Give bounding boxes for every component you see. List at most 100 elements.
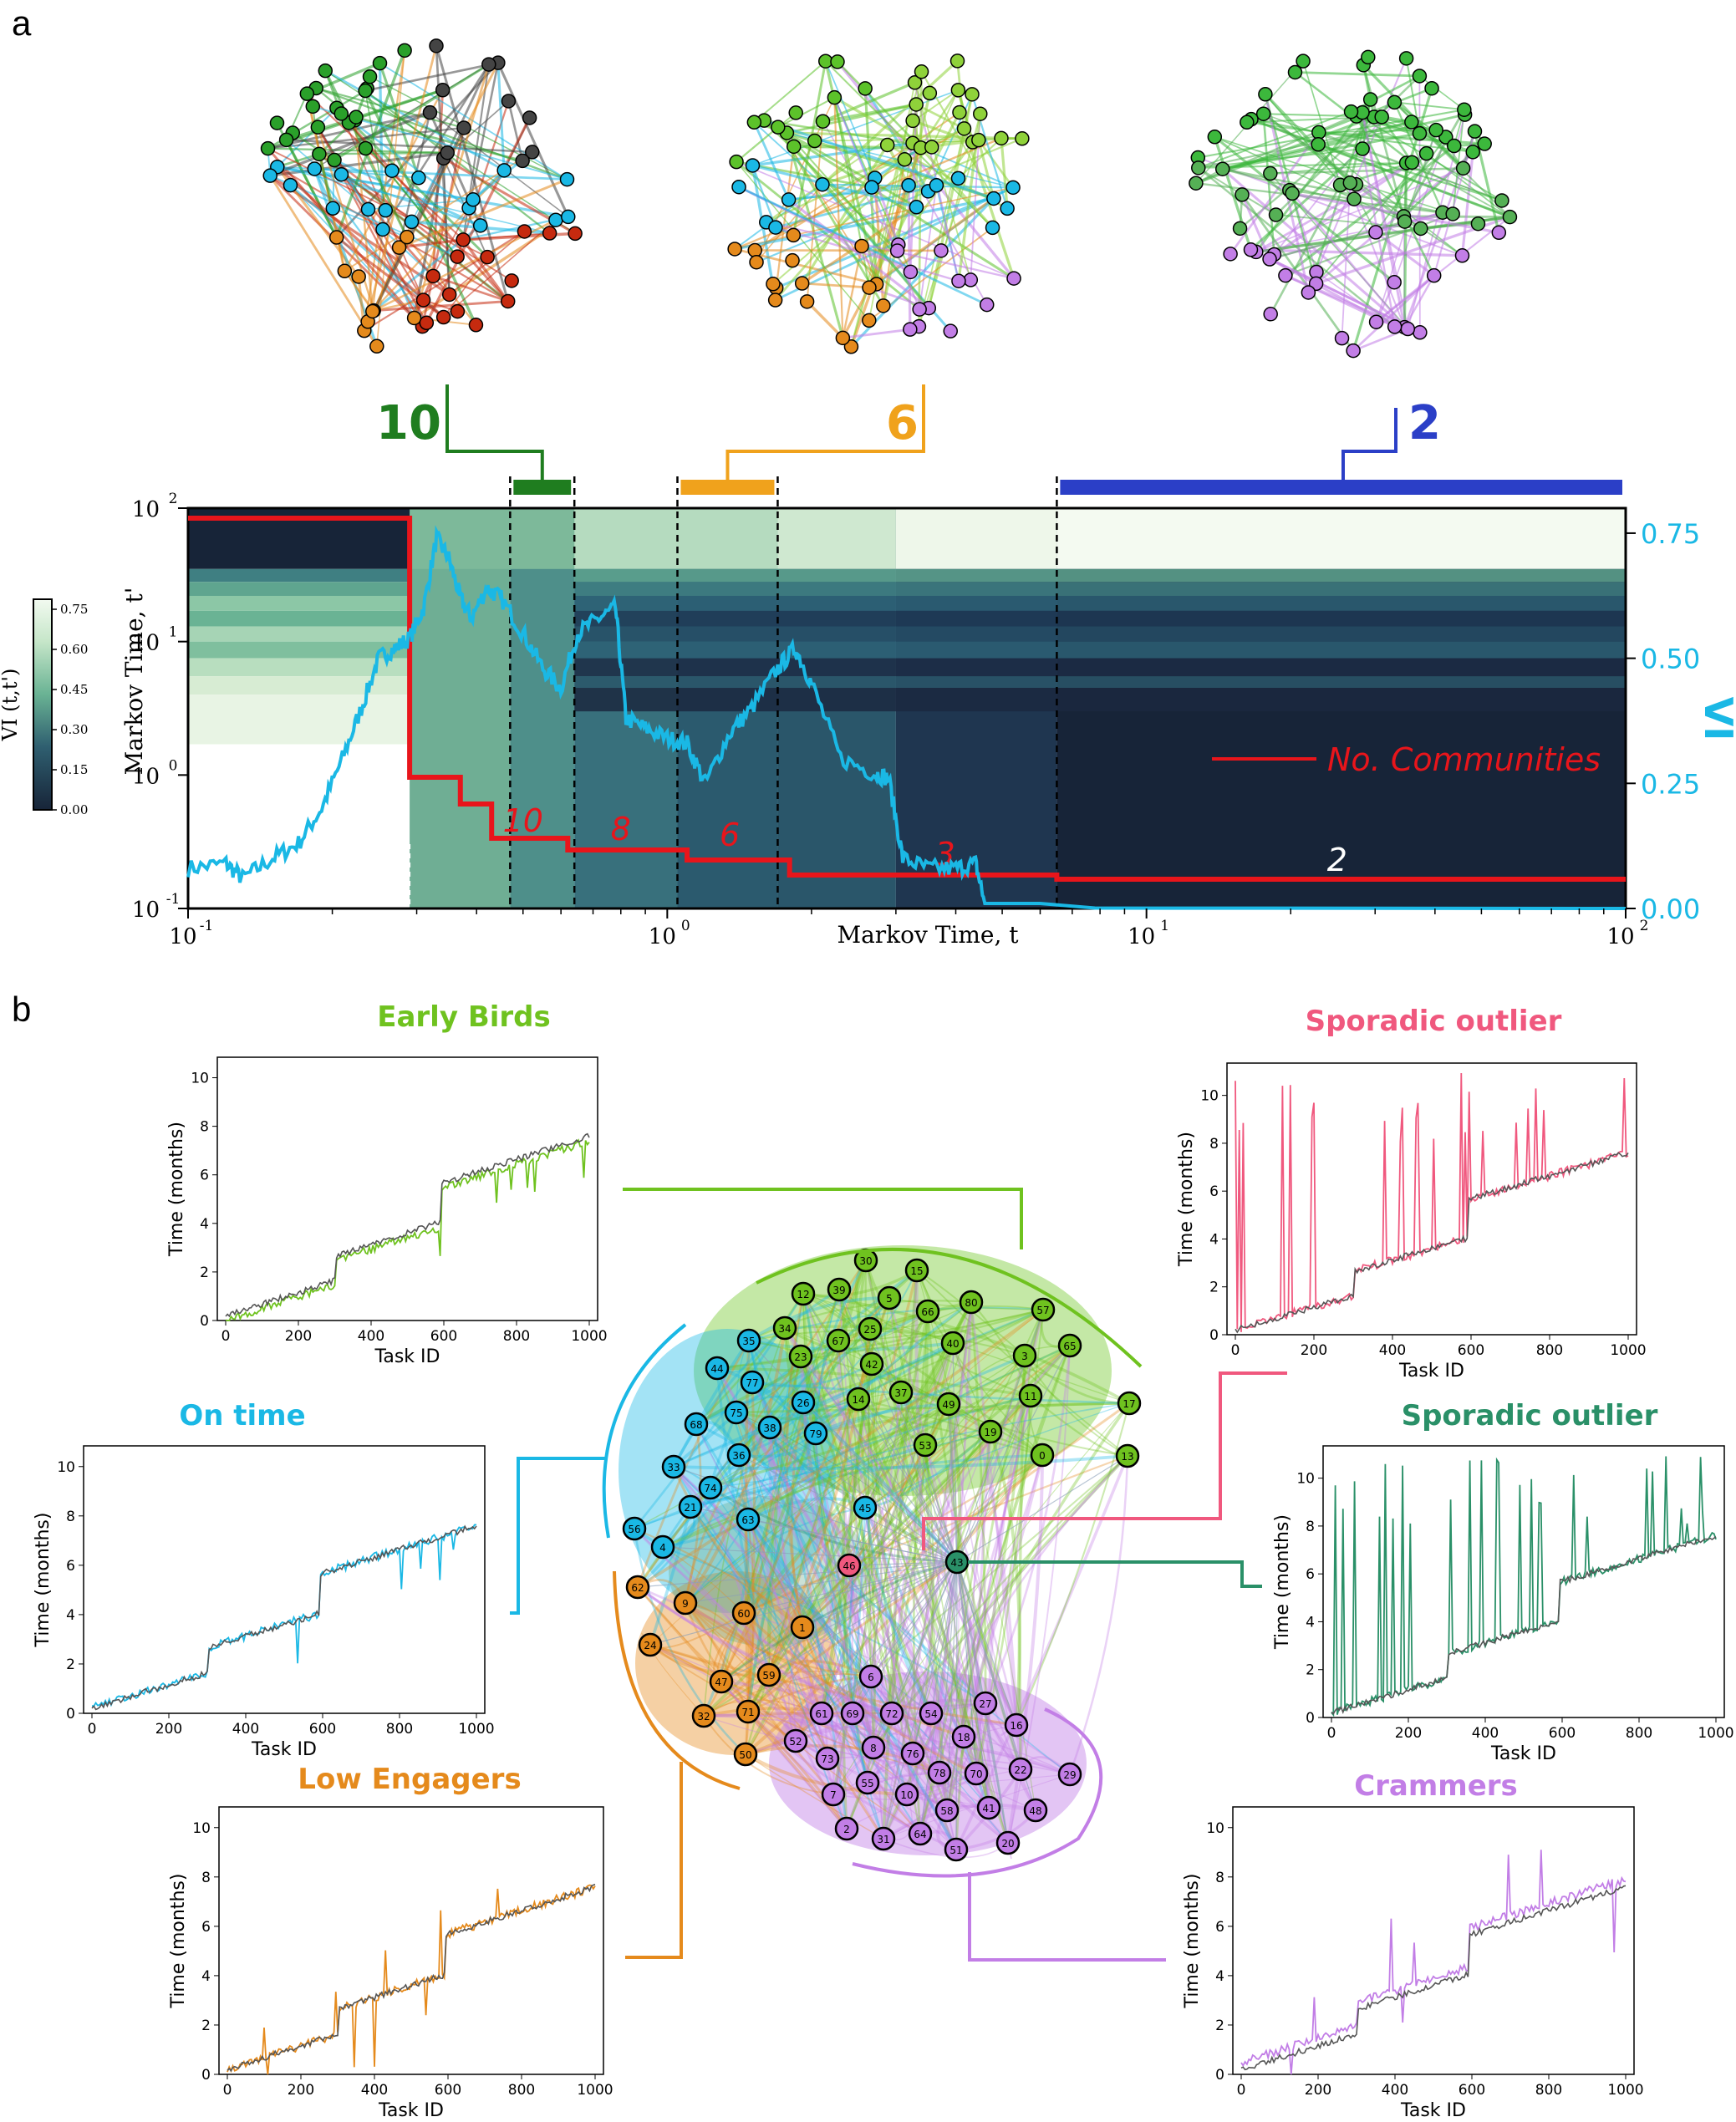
network-node-circle — [973, 1691, 998, 1716]
network-node-13: 13 — [1115, 1443, 1140, 1468]
network-node — [785, 252, 800, 268]
network-node-34: 34 — [772, 1315, 797, 1341]
network-edge — [897, 141, 974, 246]
network-edge — [775, 146, 795, 288]
network-node — [786, 139, 802, 155]
network-node-circle — [740, 1370, 765, 1395]
network-node — [952, 104, 967, 120]
plot-frame — [216, 1056, 598, 1321]
heatmap-band — [574, 568, 1626, 583]
network-node — [456, 232, 471, 247]
network-node-circle — [673, 1590, 698, 1616]
network-edge — [1341, 182, 1352, 338]
network-node-circle — [809, 1701, 834, 1726]
hub-edge — [956, 1345, 1071, 1563]
vi-heatmap: 10 8 63 2 — [186, 476, 1627, 910]
network-edge — [751, 1381, 1130, 1405]
network-edge — [636, 1340, 751, 1588]
network-node — [951, 273, 966, 288]
network-node — [794, 276, 810, 291]
community-arc — [852, 1707, 1103, 1878]
network-node — [909, 97, 924, 112]
network-node-label: 70 — [970, 1768, 982, 1780]
network-edge — [837, 61, 922, 149]
network-node-31: 31 — [871, 1826, 896, 1851]
network-node — [943, 323, 958, 338]
network-node — [922, 85, 938, 101]
network-node — [480, 249, 495, 265]
network-node — [746, 114, 762, 130]
network-edge — [842, 1363, 873, 1829]
network-node-71: 71 — [736, 1699, 761, 1724]
x-tick-label: 0 — [1327, 1725, 1336, 1742]
network-edge — [379, 62, 568, 181]
network-edge — [267, 147, 448, 154]
network-node — [496, 163, 512, 178]
network-node-circle — [803, 1421, 828, 1446]
network-edge — [802, 1292, 1043, 1457]
y-tick-label: 2 — [66, 1656, 75, 1673]
time-series-plot: On time 0 200 400 600 800 1000 0 2 4 6 8 10 Task ID Ti… — [33, 1399, 606, 1760]
network-node — [781, 192, 797, 207]
network-node — [905, 113, 920, 129]
network-node-2: 2 — [834, 1816, 859, 1841]
network-node — [1343, 104, 1359, 120]
network-edge — [662, 1430, 991, 1549]
network-edge — [790, 1402, 805, 1628]
plot-connector — [968, 1872, 1166, 1962]
hub-edge — [662, 1546, 958, 1563]
network-node — [1413, 325, 1428, 340]
network-node-circle — [783, 1728, 808, 1753]
network-edge — [787, 198, 930, 309]
y-tick-label: 10 — [192, 1820, 211, 1837]
heatmap-column — [410, 508, 511, 908]
community-count-label: 2 — [1327, 842, 1347, 878]
network-edge — [955, 1309, 1045, 1850]
network-edge — [720, 1289, 840, 1682]
heatmap-band — [574, 688, 1626, 712]
network-node-circle — [791, 1390, 816, 1415]
network-node-label: 57 — [1036, 1305, 1049, 1316]
network-node-label: 12 — [797, 1289, 809, 1300]
partition-brackets: 10 6 2 — [376, 384, 1622, 495]
hub-edge — [802, 1402, 958, 1563]
network-node-65: 65 — [1057, 1333, 1082, 1358]
network-edge — [848, 1430, 991, 1567]
network-edge — [1361, 99, 1372, 150]
network-node-label: 59 — [762, 1670, 775, 1682]
network-node-8: 8 — [861, 1735, 886, 1760]
network-edge — [743, 1454, 1043, 1615]
network-edge — [1403, 109, 1466, 217]
network-node-1: 1 — [790, 1615, 815, 1640]
network-node-5: 5 — [877, 1285, 902, 1310]
network-edge — [927, 1310, 1043, 1456]
network-node-42: 42 — [859, 1351, 884, 1377]
network-node — [269, 115, 285, 130]
network-node-47: 47 — [709, 1669, 734, 1694]
plot-connector — [968, 1560, 1262, 1588]
network-node — [1285, 186, 1300, 201]
network-edge — [746, 1382, 756, 1712]
network-edge — [858, 1397, 1043, 1457]
network-edge — [1285, 274, 1406, 329]
y-tick-label: 6 — [1306, 1566, 1315, 1583]
network-node-label: 30 — [859, 1255, 872, 1267]
heatmap-band — [574, 641, 1626, 659]
network-node-25: 25 — [858, 1316, 883, 1341]
network-edge — [745, 1702, 986, 1756]
x-tick-label: 0 — [223, 2082, 232, 2099]
network-edge — [673, 1466, 990, 1809]
network-edge — [1291, 192, 1406, 328]
network-node — [1000, 201, 1015, 216]
network-node-label: 5 — [886, 1293, 893, 1305]
heatmap-band — [574, 676, 1626, 689]
network-edge — [746, 1259, 868, 1712]
bracket-connector — [1341, 408, 1397, 480]
network-edge — [883, 1301, 972, 1840]
network-edge — [870, 1342, 954, 1677]
network-node-79: 79 — [803, 1421, 828, 1446]
network-node-circle — [936, 1392, 961, 1417]
network-edge — [685, 1355, 1026, 1604]
network-node — [318, 63, 333, 79]
x-tick-label: 1000 — [571, 1328, 607, 1345]
